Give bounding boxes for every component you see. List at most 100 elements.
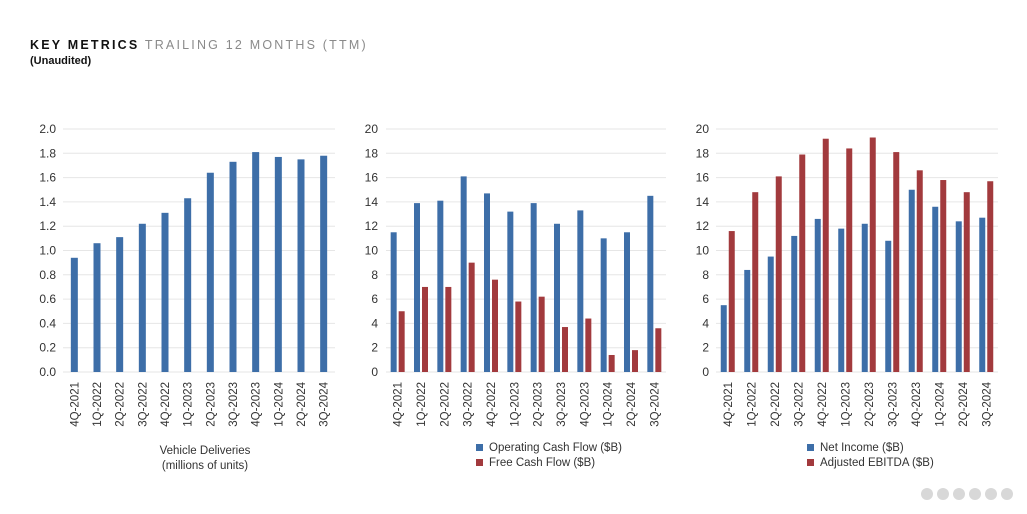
legend-label: Operating Cash Flow ($B)	[489, 442, 622, 454]
series-2-bar	[492, 279, 498, 372]
y-tick-label: 16	[365, 171, 379, 185]
y-tick-label: 8	[702, 268, 709, 282]
x-tick-label: 3Q-2024	[649, 381, 661, 426]
x-tick-label: 4Q-2021	[69, 382, 81, 427]
x-tick-label: 4Q-2023	[911, 382, 923, 427]
series-2-bar	[940, 180, 947, 372]
y-tick-label: 16	[696, 171, 710, 185]
series-2-bar	[585, 318, 592, 372]
series-2-bar	[515, 301, 522, 372]
y-tick-label: 0.2	[39, 341, 56, 355]
y-tick-label: 14	[365, 195, 379, 209]
y-tick-label: 1.0	[39, 244, 56, 258]
delivery-bar	[297, 159, 305, 372]
y-tick-label: 1.6	[39, 171, 56, 185]
y-tick-label: 0	[702, 365, 709, 379]
series-2-bar	[893, 152, 900, 372]
y-tick-label: 4	[371, 316, 378, 330]
x-tick-label: 2Q-2024	[958, 381, 970, 426]
x-tick-label: 3Q-2022	[793, 382, 805, 427]
x-tick-label: 1Q-2024	[934, 381, 946, 426]
x-axis-label: (millions of units)	[162, 460, 248, 472]
y-tick-label: 0.6	[39, 292, 56, 306]
x-axis-label: Vehicle Deliveries	[160, 445, 251, 457]
y-tick-label: 2.0	[39, 122, 56, 136]
watermark-dot	[1001, 488, 1013, 500]
x-tick-label: 3Q-2024	[319, 381, 331, 426]
delivery-bar	[274, 156, 282, 372]
y-tick-label: 12	[365, 219, 379, 233]
series-1-bar	[530, 203, 537, 372]
page-title: KEY METRICS TRAILING 12 MONTHS (TTM)	[30, 38, 368, 52]
x-tick-label: 1Q-2024	[603, 381, 615, 426]
watermark-dot	[969, 488, 981, 500]
y-tick-label: 1.8	[39, 146, 56, 160]
x-tick-label: 1Q-2023	[509, 382, 521, 427]
x-tick-label: 2Q-2024	[626, 381, 638, 426]
y-tick-label: 4	[702, 316, 709, 330]
watermark-dot	[921, 488, 933, 500]
series-1-bar	[460, 176, 467, 372]
delivery-bar	[252, 152, 260, 372]
y-tick-label: 0.8	[39, 268, 56, 282]
x-tick-label: 3Q-2022	[463, 382, 475, 427]
title-strong: KEY METRICS	[30, 38, 140, 52]
delivery-bar	[116, 237, 124, 372]
x-tick-label: 2Q-2023	[864, 382, 876, 427]
x-tick-label: 4Q-2023	[251, 382, 263, 427]
x-tick-label: 2Q-2023	[533, 382, 545, 427]
series-1-bar	[390, 232, 397, 372]
x-tick-label: 1Q-2023	[840, 382, 852, 427]
series-1-bar	[624, 232, 630, 372]
series-1-bar	[554, 223, 560, 372]
x-tick-label: 2Q-2022	[439, 382, 451, 427]
delivery-bar	[320, 155, 328, 372]
series-1-bar	[767, 256, 774, 372]
series-1-bar	[955, 221, 962, 372]
series-2-bar	[398, 311, 405, 372]
y-tick-label: 18	[365, 146, 379, 160]
legend-swatch	[807, 444, 814, 451]
series-2-bar	[422, 286, 428, 372]
delivery-bar	[161, 212, 169, 372]
series-2-bar	[538, 296, 545, 372]
x-tick-label: 1Q-2022	[92, 382, 104, 427]
legend-label: Adjusted EBITDA ($B)	[820, 457, 934, 469]
series-1-bar	[414, 203, 420, 372]
x-tick-label: 4Q-2021	[723, 382, 735, 427]
series-2-bar	[987, 181, 994, 372]
delivery-bar	[93, 243, 101, 372]
x-tick-label: 4Q-2022	[486, 382, 498, 427]
delivery-bar	[229, 161, 237, 372]
x-tick-label: 4Q-2022	[160, 382, 172, 427]
series-2-bar	[608, 354, 615, 372]
legend-swatch	[476, 459, 483, 466]
series-1-bar	[720, 305, 727, 372]
watermark-dot	[937, 488, 949, 500]
x-tick-label: 1Q-2023	[183, 382, 195, 427]
y-tick-label: 12	[696, 219, 710, 233]
delivery-bar	[138, 223, 146, 372]
watermark-dot	[953, 488, 965, 500]
y-tick-label: 18	[696, 146, 710, 160]
series-2-bar	[562, 327, 568, 372]
x-tick-label: 4Q-2022	[817, 382, 829, 427]
y-tick-label: 20	[365, 122, 379, 136]
series-1-bar	[814, 218, 821, 372]
legend-label: Free Cash Flow ($B)	[489, 457, 595, 469]
x-tick-label: 4Q-2023	[579, 382, 591, 427]
series-2-bar	[752, 192, 759, 372]
delivery-bar	[184, 198, 192, 372]
series-1-bar	[908, 189, 915, 372]
watermark-dot	[985, 488, 997, 500]
y-tick-label: 6	[371, 292, 378, 306]
watermark-dots	[921, 488, 1013, 500]
series-2-bar	[799, 154, 806, 372]
y-tick-label: 2	[702, 341, 709, 355]
series-1-bar	[932, 206, 939, 372]
series-1-bar	[577, 210, 584, 372]
title-light: TRAILING 12 MONTHS (TTM)	[144, 38, 368, 52]
series-1-bar	[979, 217, 986, 372]
series-2-bar	[963, 192, 970, 372]
series-2-bar	[468, 262, 475, 372]
